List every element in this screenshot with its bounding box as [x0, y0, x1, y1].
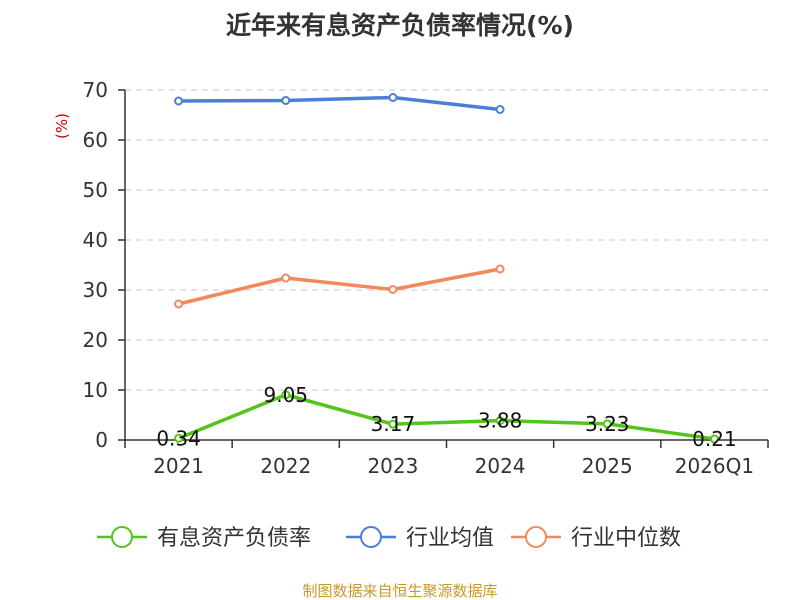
series-line: [177, 393, 715, 441]
gridlines: [125, 89, 768, 391]
data-point: [602, 419, 612, 429]
data-point: [495, 264, 505, 274]
y-tick-label: 20: [83, 328, 108, 352]
series: [174, 93, 719, 444]
series-line: [178, 267, 501, 306]
y-tick-label: 40: [83, 228, 108, 252]
data-point: [709, 434, 719, 444]
y-tick-label: 50: [83, 178, 108, 202]
legend-item-industry-median[interactable]: 行业中位数: [511, 526, 681, 551]
x-tick-label: 2021: [153, 454, 204, 478]
y-tick-label: 0: [95, 428, 108, 452]
legend-label: 行业中位数: [571, 526, 681, 551]
x-tick-label: 2026Q1: [675, 454, 754, 478]
data-point: [174, 433, 184, 443]
data-label: 0.34: [156, 426, 201, 450]
legend-label: 有息资产负债率: [157, 526, 311, 551]
x-tick-label: 2025: [582, 454, 633, 478]
y-tick-label: 60: [83, 128, 108, 152]
legend-label: 行业均值: [406, 526, 494, 551]
series-industry-mean: [174, 93, 505, 114]
data-label: 9.05: [263, 383, 308, 407]
data-label: 3.88: [478, 409, 523, 433]
data-point: [388, 285, 398, 294]
data-point: [174, 299, 184, 309]
data-label: 0.21: [692, 427, 737, 451]
axes: 0 10 20 30 40 50 60 70 2021 2022 2023 2024 2025 2026Q…: [83, 78, 769, 478]
legend[interactable]: 有息资产负债率 行业均值 行业中位数: [97, 526, 681, 551]
legend-item-industry-mean[interactable]: 行业均值: [346, 526, 494, 551]
data-label: 3.17: [371, 412, 416, 436]
series-interest-debt-ratio: [174, 390, 719, 444]
x-tick-label: 2023: [367, 454, 418, 478]
x-tick-label: 2022: [260, 454, 311, 478]
data-point: [388, 93, 398, 102]
data-point: [281, 390, 291, 400]
data-label: 3.23: [585, 412, 630, 436]
legend-marker-icon: [360, 526, 382, 548]
data-point: [281, 273, 291, 283]
source-note: 制图数据来自恒生聚源数据库: [302, 582, 497, 600]
legend-marker-icon: [525, 526, 547, 548]
data-point: [388, 419, 398, 429]
data-labels: 0.34 9.05 3.17 3.88 3.23 0.21: [156, 383, 736, 451]
legend-item-interest-debt-ratio[interactable]: 有息资产负债率: [97, 526, 311, 551]
data-point: [281, 96, 291, 105]
y-tick-label: 10: [83, 378, 108, 402]
series-industry-median: [174, 264, 505, 309]
y-tick-label: 70: [83, 78, 108, 102]
legend-marker-icon: [111, 526, 133, 548]
y-axis-label: (%): [53, 113, 71, 139]
data-point: [495, 416, 505, 426]
x-tick-label: 2024: [475, 454, 526, 478]
data-point: [495, 105, 505, 114]
y-tick-label: 30: [83, 278, 108, 302]
series-line: [178, 95, 501, 112]
data-point: [174, 96, 184, 106]
chart-title: 近年来有息资产负债率情况(%): [226, 11, 574, 40]
